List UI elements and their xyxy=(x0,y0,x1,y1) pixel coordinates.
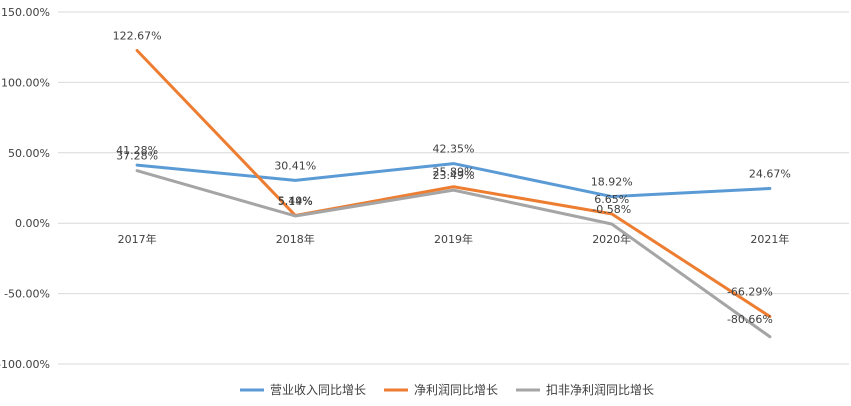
data-label: 30.41% xyxy=(274,159,316,172)
data-label: 122.67% xyxy=(113,29,162,42)
data-label: -0.58% xyxy=(592,203,631,216)
series-lines xyxy=(135,48,772,339)
x-tick-label: 2019年 xyxy=(434,232,473,246)
data-label: 42.35% xyxy=(433,143,475,156)
series-line-2 xyxy=(135,48,772,319)
legend-label: 扣非净利润同比增长 xyxy=(546,383,654,397)
data-labels: 41.28% 30.41% 42.35% 18.92% 24.67% 122.67% 5.4… xyxy=(113,29,791,325)
y-axis-ticks: 150.00% 100.00% 50.00% 0.00% -50.00% -100.00% xyxy=(0,6,50,371)
x-axis-ticks: 2017年 2018年 2019年 2020年 2021年 xyxy=(118,232,790,246)
x-tick-label: 2021年 xyxy=(750,232,789,246)
data-label: 18.92% xyxy=(591,176,633,189)
data-label: 5.14% xyxy=(278,195,313,208)
data-label: 24.67% xyxy=(749,167,791,180)
data-label: -66.29% xyxy=(727,286,773,299)
gridlines xyxy=(58,11,849,365)
series-line-3 xyxy=(135,169,772,339)
data-label: 37.28% xyxy=(116,150,158,163)
legend-label: 净利润同比增长 xyxy=(414,383,498,397)
series-line-1 xyxy=(135,162,772,199)
data-label: -80.66% xyxy=(727,313,773,326)
y-tick-label: 0.00% xyxy=(15,217,50,230)
y-tick-label: 100.00% xyxy=(1,76,50,89)
x-tick-label: 2017年 xyxy=(118,232,157,246)
legend: 营业收入同比增长 净利润同比增长 扣非净利润同比增长 xyxy=(240,383,654,397)
legend-label: 营业收入同比增长 xyxy=(270,383,366,397)
y-tick-label: 150.00% xyxy=(1,6,50,19)
data-label: 6.65% xyxy=(594,193,629,206)
x-tick-label: 2018年 xyxy=(276,232,315,246)
data-label: 25.89% xyxy=(433,166,475,179)
x-tick-label: 2020年 xyxy=(592,232,631,246)
data-label: 23.49% xyxy=(433,169,475,182)
y-tick-label: -100.00% xyxy=(0,358,50,371)
data-label: 41.28% xyxy=(116,144,158,157)
data-label: 5.49% xyxy=(278,194,313,207)
y-tick-label: 50.00% xyxy=(8,147,50,160)
y-tick-label: -50.00% xyxy=(4,288,50,301)
